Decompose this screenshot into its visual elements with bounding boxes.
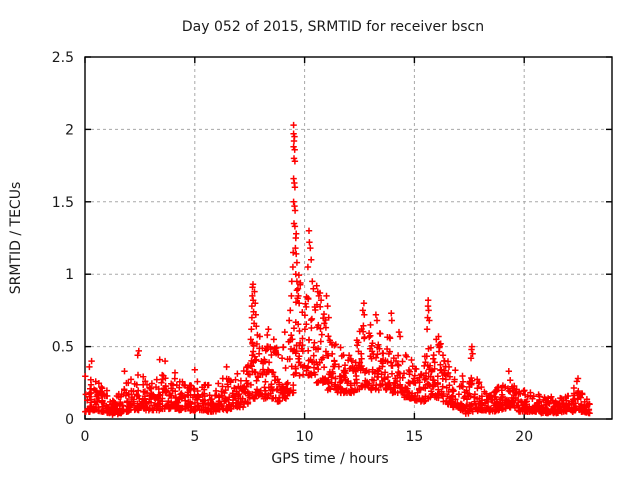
x-tick-label: 0 xyxy=(81,429,90,445)
x-tick-label: 20 xyxy=(515,429,533,445)
y-tick-label: 1 xyxy=(65,267,74,283)
chart-title: Day 052 of 2015, SRMTID for receiver bsc… xyxy=(182,19,484,35)
y-axis-label: SRMTID / TECUs xyxy=(8,182,24,295)
y-tick-label: 0 xyxy=(65,412,74,428)
y-tick-label: 2.5 xyxy=(52,50,74,66)
grid-lines xyxy=(85,57,612,419)
data-points xyxy=(82,121,593,418)
x-axis-label: GPS time / hours xyxy=(271,451,388,467)
plot-border xyxy=(84,56,613,420)
y-tick-label: 1.5 xyxy=(52,195,74,211)
axis-ticks xyxy=(84,56,612,420)
x-tick-label: 5 xyxy=(190,429,199,445)
tick-labels: 0 5 10 15 20 0 0.5 1 1.5 2 2.5 xyxy=(52,50,533,445)
y-tick-label: 2 xyxy=(65,122,74,138)
x-tick-label: 10 xyxy=(296,429,314,445)
x-tick-label: 15 xyxy=(405,429,423,445)
y-tick-label: 0.5 xyxy=(52,340,74,356)
scatter-plus-markers xyxy=(82,121,593,418)
